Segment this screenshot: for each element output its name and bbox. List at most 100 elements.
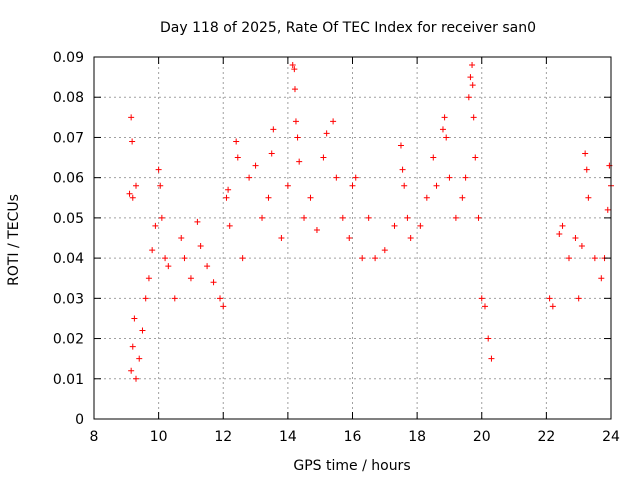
data-point (129, 343, 136, 350)
data-point (278, 235, 285, 241)
data-point (469, 82, 476, 89)
data-point (582, 150, 589, 157)
data-point (233, 138, 240, 145)
x-tick-label: 16 (344, 429, 362, 445)
data-point (223, 194, 230, 201)
y-tick-label: 0.02 (53, 332, 84, 348)
data-point (194, 218, 201, 225)
data-point (365, 214, 372, 221)
data-point (488, 355, 495, 362)
x-tick-label: 24 (602, 429, 620, 445)
data-points (126, 62, 614, 382)
y-tick-label: 0.01 (53, 372, 84, 388)
data-point (443, 134, 450, 141)
data-point (333, 174, 340, 181)
data-point (475, 214, 482, 221)
data-point (381, 247, 388, 254)
data-point (268, 150, 275, 157)
data-point (265, 194, 272, 201)
y-tick-label: 0 (75, 412, 84, 428)
data-point (296, 158, 303, 165)
data-point (372, 255, 379, 262)
grid-lines (94, 57, 611, 419)
data-point (181, 255, 188, 262)
data-point (210, 279, 217, 286)
data-point (145, 275, 152, 282)
x-tick-label: 14 (279, 429, 297, 445)
x-axis-label: GPS time / hours (293, 458, 410, 474)
data-point (158, 214, 165, 221)
data-point (157, 182, 164, 189)
y-tick-label: 0.08 (53, 90, 84, 106)
data-point (469, 62, 476, 69)
data-point (417, 222, 424, 229)
data-point (430, 154, 437, 161)
data-point (407, 235, 414, 241)
data-point (478, 295, 485, 302)
data-point (452, 214, 459, 221)
data-point (339, 214, 346, 221)
data-point (139, 327, 146, 334)
data-point (313, 226, 320, 233)
data-point (178, 235, 185, 241)
data-point (152, 222, 159, 229)
data-point (149, 247, 156, 254)
y-tick-label: 0.05 (53, 211, 84, 227)
data-point (572, 235, 579, 241)
x-tick-label: 10 (150, 429, 168, 445)
data-point (565, 255, 572, 262)
data-point (481, 303, 488, 310)
y-tick-label: 0.06 (53, 171, 84, 187)
data-point (349, 182, 356, 189)
data-point (197, 243, 204, 250)
data-point (217, 295, 224, 302)
data-point (585, 194, 592, 201)
x-tick-label: 18 (408, 429, 426, 445)
data-point (128, 114, 135, 121)
data-point (234, 154, 241, 161)
data-point (155, 166, 162, 173)
data-point (129, 194, 136, 201)
data-point (330, 118, 337, 125)
x-tick-label: 22 (537, 429, 555, 445)
data-point (226, 222, 233, 229)
data-point (559, 222, 566, 229)
y-tick-label: 0.04 (53, 251, 84, 267)
data-point (352, 174, 359, 181)
data-point (401, 182, 408, 189)
data-point (301, 214, 308, 221)
data-point (162, 255, 169, 262)
chart-title: Day 118 of 2025, Rate Of TEC Index for r… (160, 20, 536, 36)
data-point (467, 74, 474, 81)
data-point (220, 303, 227, 310)
data-point (583, 166, 590, 173)
data-point (323, 130, 330, 137)
data-point (459, 194, 466, 201)
data-point (291, 86, 298, 93)
data-point (397, 142, 404, 149)
y-tick-label: 0.03 (53, 291, 84, 307)
data-point (462, 174, 469, 181)
x-tick-label: 12 (214, 429, 232, 445)
data-point (598, 275, 605, 282)
data-point (439, 126, 446, 133)
data-point (404, 214, 411, 221)
data-point (346, 235, 353, 241)
data-point (133, 375, 140, 382)
data-point (578, 243, 585, 250)
data-point (204, 263, 211, 270)
data-point (546, 295, 553, 302)
y-axis-label: ROTI / TECUs (6, 194, 22, 286)
data-point (575, 295, 582, 302)
plot-frame (93, 56, 612, 420)
data-point (246, 174, 253, 181)
data-point (129, 138, 136, 145)
data-point (472, 154, 479, 161)
data-point (433, 182, 440, 189)
data-point (359, 255, 366, 262)
data-point (391, 222, 398, 229)
data-point (556, 230, 563, 237)
y-tick-label: 0.09 (53, 50, 84, 66)
data-point (294, 134, 301, 141)
y-tick-label: 0.07 (53, 130, 84, 146)
